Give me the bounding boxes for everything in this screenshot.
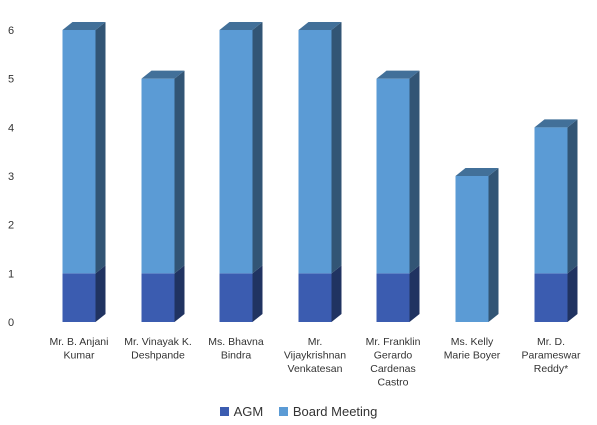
y-tick-label: 5 — [8, 74, 14, 86]
bar-front — [455, 176, 489, 322]
x-axis-labels: Mr. B. Anjani Kumar Mr. Vinayak K. Deshpand… — [50, 336, 581, 389]
bar-top — [534, 119, 578, 128]
bar-side — [331, 22, 342, 274]
bar-segment-board-meeting — [455, 168, 499, 322]
bar-segment-board-meeting — [298, 22, 342, 274]
legend: AGM Board Meeting — [0, 404, 597, 419]
bar-segment-board-meeting — [141, 70, 185, 274]
bar-top — [219, 22, 263, 30]
bar-side — [567, 265, 578, 322]
legend-label-board-meeting: Board Meeting — [292, 404, 378, 419]
x-category-label: Mr. D. Parameswar Reddy* — [522, 336, 581, 375]
y-axis: 0 1 2 3 4 5 6 — [8, 25, 14, 329]
bar-front — [62, 30, 96, 274]
bars — [62, 22, 578, 322]
y-tick-label: 1 — [8, 268, 14, 280]
bar-side — [174, 70, 185, 274]
bar-side — [174, 265, 185, 322]
bar-side — [252, 265, 263, 322]
bar-top — [376, 70, 420, 79]
legend-item-agm: AGM — [219, 404, 264, 419]
x-category-label: Mr. Vinayak K. Deshpande — [124, 336, 192, 362]
bar-segment-agm — [141, 265, 185, 322]
bar-side — [252, 22, 263, 274]
bar-front — [376, 273, 410, 322]
bar-front — [534, 127, 568, 274]
bar-top — [455, 168, 499, 176]
bar-segment-board-meeting — [376, 70, 420, 274]
bar-segment-agm — [62, 265, 106, 322]
y-tick-label: 4 — [8, 122, 14, 134]
x-category-label: Mr. Vijaykrishnan Venkatesan — [284, 336, 346, 375]
bar-side — [567, 119, 578, 274]
bar-segment-agm — [376, 265, 420, 322]
bar-side — [488, 168, 499, 322]
bar-side — [95, 265, 106, 322]
y-tick-label: 0 — [8, 317, 14, 329]
x-category-label: Ms. Kelly Marie Boyer — [444, 336, 501, 362]
bar-top — [62, 22, 106, 30]
bar-front — [298, 30, 332, 274]
bar-front — [62, 273, 96, 322]
bar-front — [534, 273, 568, 322]
legend-swatch-agm — [219, 407, 229, 416]
bar-front — [219, 30, 253, 274]
legend-swatch-board-meeting — [278, 407, 288, 416]
bar-segment-board-meeting — [219, 22, 263, 274]
bar-front — [141, 78, 175, 274]
bar-segment-agm — [534, 265, 578, 322]
bar-front — [219, 273, 253, 322]
bar-segment-board-meeting — [534, 119, 578, 274]
bar-segment-agm — [219, 265, 263, 322]
legend-label-agm: AGM — [233, 404, 264, 419]
bar-side — [409, 265, 420, 322]
bar-top — [141, 70, 185, 79]
y-tick-label: 2 — [8, 220, 14, 232]
y-tick-label: 3 — [8, 171, 14, 183]
x-category-label: Mr. B. Anjani Kumar — [50, 336, 109, 362]
x-category-label: Ms. Bhavna Bindra — [208, 336, 264, 362]
bar-front — [141, 273, 175, 322]
bar-side — [331, 265, 342, 322]
y-tick-label: 6 — [8, 25, 14, 37]
x-category-label: Mr. Franklin Gerardo Cardenas Castro — [366, 336, 421, 389]
legend-item-board-meeting: Board Meeting — [278, 404, 378, 419]
bar-segment-agm — [298, 265, 342, 322]
bar-side — [95, 22, 106, 274]
bar-segment-board-meeting — [62, 22, 106, 274]
bar-front — [298, 273, 332, 322]
bar-top — [298, 22, 342, 30]
bar-side — [409, 70, 420, 274]
bar-front — [376, 78, 410, 274]
